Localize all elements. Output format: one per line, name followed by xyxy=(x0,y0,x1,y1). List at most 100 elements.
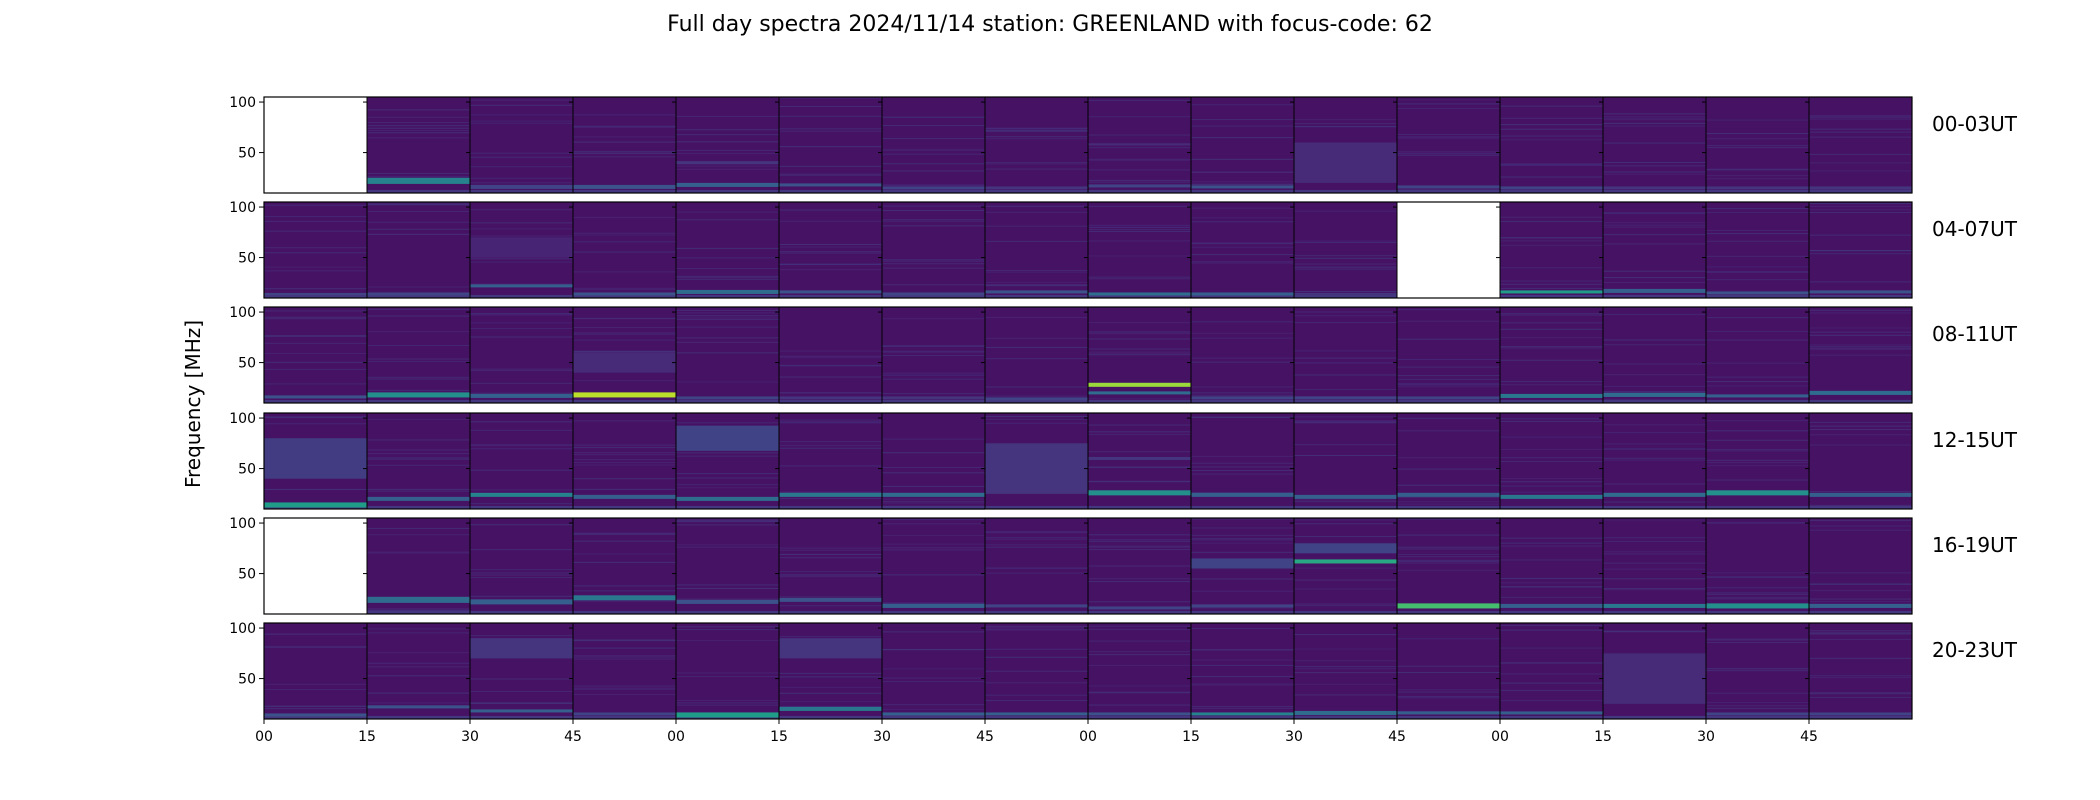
spectrogram-texture-line xyxy=(1397,108,1500,110)
spectrogram-band xyxy=(779,396,882,400)
spectrogram-texture-line xyxy=(1294,634,1397,636)
spectrogram-texture-line xyxy=(1500,346,1603,348)
y-tick-label: 50 xyxy=(238,462,256,478)
spectrogram-panel xyxy=(1294,518,1397,614)
spectrogram-texture-line xyxy=(1294,579,1397,581)
spectrogram-texture-line xyxy=(779,364,882,366)
spectrogram-texture-line xyxy=(1500,689,1603,691)
spectrogram-texture-line xyxy=(1191,659,1294,661)
spectrogram-texture-line xyxy=(1294,119,1397,121)
spectrogram-texture-line xyxy=(1191,321,1294,323)
spectrogram-band xyxy=(1500,290,1603,294)
spectrogram-texture-line xyxy=(1706,592,1809,594)
spectrogram-texture-line xyxy=(1088,205,1191,207)
spectrogram-texture-line xyxy=(1706,138,1809,140)
spectrogram-texture-line xyxy=(779,676,882,678)
spectrogram-texture-line xyxy=(779,570,882,572)
spectrogram-band xyxy=(1088,712,1191,716)
spectrogram-texture-line xyxy=(367,490,470,492)
spectrogram-floor xyxy=(1603,294,1706,298)
spectrogram-texture-line xyxy=(779,209,882,211)
spectrogram-texture-line xyxy=(367,137,470,139)
spectrogram-texture-line xyxy=(1706,598,1809,600)
spectrogram-texture-line xyxy=(573,327,676,329)
spectrogram-texture-line xyxy=(573,533,676,535)
spectrogram-panel xyxy=(264,623,367,719)
spectrogram-texture-line xyxy=(1088,625,1191,627)
spectrogram-band xyxy=(1603,186,1706,190)
spectrogram-texture-line xyxy=(1706,572,1809,574)
spectrogram-texture-line xyxy=(367,202,470,204)
spectrogram-texture-line xyxy=(573,639,676,641)
spectrogram-panel xyxy=(367,413,470,509)
spectrogram-texture-line xyxy=(676,317,779,319)
spectrogram-texture-line xyxy=(1500,176,1603,178)
spectrogram-texture-line xyxy=(779,263,882,265)
y-tick-label: 100 xyxy=(229,411,256,427)
spectrogram-floor xyxy=(1397,399,1500,403)
spectrogram-floor xyxy=(1294,399,1397,403)
spectrogram-texture-line xyxy=(882,519,985,521)
spectrogram-texture-line xyxy=(676,168,779,170)
spectrogram-band xyxy=(779,492,882,497)
spectrogram-texture-line xyxy=(1603,224,1706,226)
spectrogram-texture-line xyxy=(882,498,985,500)
spectrogram-texture-line xyxy=(1294,666,1397,668)
spectrogram-texture-line xyxy=(1397,417,1500,419)
spectrogram-texture-line xyxy=(779,547,882,549)
spectrogram-floor xyxy=(985,715,1088,719)
spectrogram-texture-line xyxy=(1191,664,1294,666)
spectrogram-texture-line xyxy=(779,692,882,694)
spectrogram-band xyxy=(367,292,470,296)
spectrogram-texture-line xyxy=(779,553,882,555)
spectrogram-texture-line xyxy=(1809,118,1912,120)
spectrogram-texture-line xyxy=(1294,389,1397,391)
spectrogram-texture-line xyxy=(1397,562,1500,564)
spectrogram-texture-line xyxy=(573,452,676,454)
spectrogram-panel xyxy=(882,623,985,719)
spectrogram-texture-line xyxy=(367,286,470,288)
spectrogram-texture-line xyxy=(367,389,470,391)
spectrogram-texture-line xyxy=(367,662,470,664)
spectrogram-texture-line xyxy=(1294,416,1397,418)
spectrogram-texture-line xyxy=(470,209,573,211)
spectrogram-floor xyxy=(985,505,1088,509)
spectrogram-texture-line xyxy=(264,266,367,268)
spectrogram-texture-line xyxy=(676,704,779,706)
spectrogram-panel xyxy=(1294,202,1397,298)
spectrogram-floor xyxy=(779,294,882,298)
spectrogram-texture-line xyxy=(367,308,470,310)
spectrogram-texture-line xyxy=(882,372,985,374)
spectrogram-floor xyxy=(676,505,779,509)
spectrogram-texture-line xyxy=(367,116,470,118)
spectrogram-texture-line xyxy=(1294,362,1397,364)
spectrogram-floor xyxy=(470,610,573,614)
spectrogram-texture-line xyxy=(1191,242,1294,244)
spectrogram-texture-line xyxy=(470,690,573,692)
spectrogram-panel xyxy=(1191,623,1294,719)
spectrogram-texture-line xyxy=(1397,548,1500,550)
spectrogram-texture-line xyxy=(779,246,882,248)
spectrogram-texture-line xyxy=(1088,351,1191,353)
spectrogram-texture-line xyxy=(573,444,676,446)
spectrogram-texture-line xyxy=(1706,147,1809,149)
spectrogram-texture-line xyxy=(1706,266,1809,268)
spectrogram-texture-line xyxy=(1500,322,1603,324)
spectrogram-band xyxy=(367,177,470,184)
spectrogram-texture-line xyxy=(985,629,1088,631)
spectra-row: 100 50 00-03UT xyxy=(229,95,2018,194)
spectrogram-floor xyxy=(1191,294,1294,298)
spectrogram-panel xyxy=(985,307,1088,403)
spectrogram-floor xyxy=(1706,189,1809,193)
spectrogram-texture-line xyxy=(676,702,779,704)
spectrogram-texture-line xyxy=(985,269,1088,271)
spectrogram-texture-line xyxy=(573,332,676,334)
spectrogram-floor xyxy=(1500,189,1603,193)
spectrogram-texture-line xyxy=(573,600,676,602)
spectrogram-band xyxy=(1294,543,1397,554)
spectrogram-missing-panel xyxy=(1397,202,1500,298)
spectrogram-texture-line xyxy=(1088,433,1191,435)
spectrogram-texture-line xyxy=(1809,250,1912,252)
spectrogram-texture-line xyxy=(985,626,1088,628)
spectrogram-texture-line xyxy=(1603,222,1706,224)
